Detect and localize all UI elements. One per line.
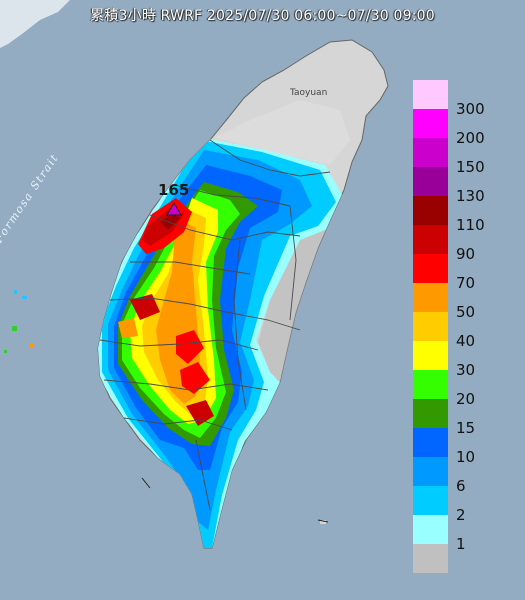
city-label: Taoyuan (290, 88, 328, 98)
max-station-triangle-icon (166, 202, 182, 216)
legend-label: 2 (456, 506, 466, 524)
legend-swatch (413, 254, 448, 283)
legend-label: 1 (456, 535, 466, 553)
legend-label: 110 (456, 216, 485, 234)
legend-swatch (413, 167, 448, 196)
legend-swatch (413, 225, 448, 254)
legend-swatch (413, 196, 448, 225)
legend-label: 150 (456, 158, 485, 176)
legend-label: 130 (456, 187, 485, 205)
legend-swatch (413, 486, 448, 515)
legend-swatch (413, 80, 448, 109)
legend-label: 40 (456, 332, 476, 350)
legend-label: 10 (456, 448, 476, 466)
legend-swatch (413, 341, 448, 370)
legend-label: 90 (456, 245, 476, 263)
legend-label: 200 (456, 129, 485, 147)
legend-swatch (413, 312, 448, 341)
legend-label: 15 (456, 419, 476, 437)
legend-label: 300 (456, 100, 485, 118)
legend-label: 70 (456, 274, 476, 292)
mainland-coast (0, 0, 70, 48)
legend-label: 6 (456, 477, 466, 495)
legend-swatch (413, 544, 448, 573)
legend-swatch (413, 138, 448, 167)
legend-label: 20 (456, 390, 476, 408)
legend-label: 30 (456, 361, 476, 379)
legend-swatch (413, 283, 448, 312)
legend-swatch (413, 370, 448, 399)
legend-swatch (413, 399, 448, 428)
legend-label: 50 (456, 303, 476, 321)
county-boundaries (99, 139, 331, 511)
legend-swatch (413, 515, 448, 544)
legend-swatch (413, 109, 448, 138)
legend-swatch (413, 457, 448, 486)
map-title: 累積3小時 RWRF 2025/07/30 06:00~07/30 09:00 (90, 8, 435, 24)
max-rainfall-label: 165 (158, 181, 190, 199)
legend-swatch (413, 428, 448, 457)
legend: 300 200 150 130 110 90 70 50 40 30 20 15 10 6 2 1 (413, 80, 525, 573)
